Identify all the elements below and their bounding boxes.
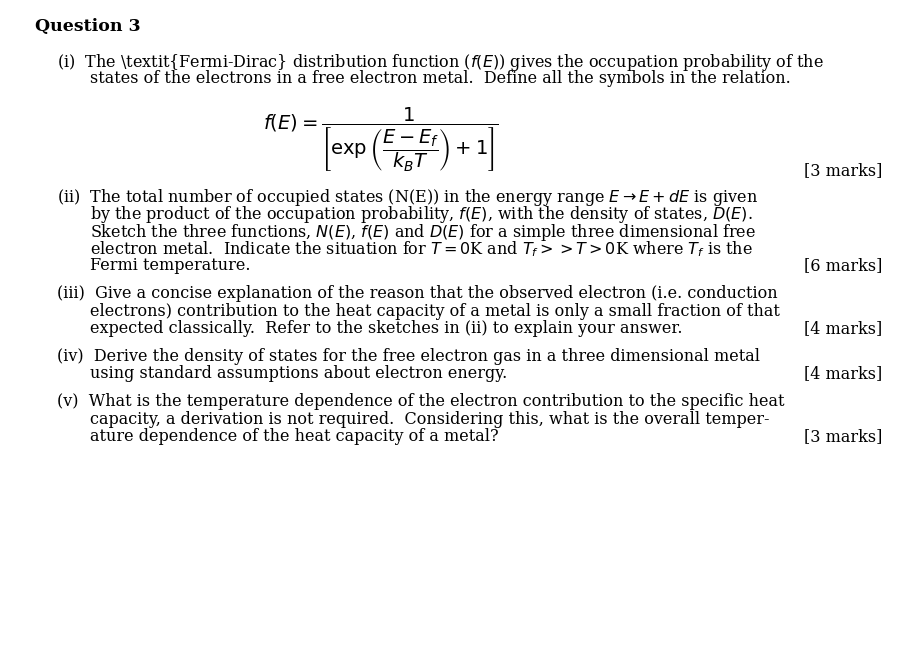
Text: [4 marks]: [4 marks] <box>804 320 882 337</box>
Text: ature dependence of the heat capacity of a metal?: ature dependence of the heat capacity of… <box>90 428 499 445</box>
Text: by the product of the occupation probability, $f(E)$, with the density of states: by the product of the occupation probabi… <box>90 204 753 225</box>
Text: electrons) contribution to the heat capacity of a metal is only a small fraction: electrons) contribution to the heat capa… <box>90 303 779 320</box>
Text: Sketch the three functions, $N(E)$, $f(E)$ and $D(E)$ for a simple three dimensi: Sketch the three functions, $N(E)$, $f(E… <box>90 222 756 243</box>
Text: (v)  What is the temperature dependence of the electron contribution to the spec: (v) What is the temperature dependence o… <box>57 393 784 410</box>
Text: expected classically.  Refer to the sketches in (ii) to explain your answer.: expected classically. Refer to the sketc… <box>90 320 682 337</box>
Text: Question 3: Question 3 <box>35 18 140 35</box>
Text: (ii)  The total number of occupied states (N(E)) in the energy range $E \rightar: (ii) The total number of occupied states… <box>57 187 757 208</box>
Text: (iii)  Give a concise explanation of the reason that the observed electron (i.e.: (iii) Give a concise explanation of the … <box>57 285 778 302</box>
Text: using standard assumptions about electron energy.: using standard assumptions about electro… <box>90 365 507 383</box>
Text: capacity, a derivation is not required.  Considering this, what is the overall t: capacity, a derivation is not required. … <box>90 411 769 428</box>
Text: electron metal.  Indicate the situation for $T = 0$K and $T_f >> T > 0$K where $: electron metal. Indicate the situation f… <box>90 240 753 259</box>
Text: [3 marks]: [3 marks] <box>804 162 882 179</box>
Text: (i)  The \textit{Fermi-Dirac} distribution function ($f(E)$) gives the occupatio: (i) The \textit{Fermi-Dirac} distributio… <box>57 52 823 73</box>
Text: (iv)  Derive the density of states for the free electron gas in a three dimensio: (iv) Derive the density of states for th… <box>57 348 760 365</box>
Text: [3 marks]: [3 marks] <box>804 428 882 445</box>
Text: [6 marks]: [6 marks] <box>804 257 882 274</box>
Text: Fermi temperature.: Fermi temperature. <box>90 257 250 274</box>
Text: $f(E) = \dfrac{1}{\left[\exp\left(\dfrac{E-E_f}{k_BT}\right)+1\right]}$: $f(E) = \dfrac{1}{\left[\exp\left(\dfrac… <box>263 106 498 174</box>
Text: [4 marks]: [4 marks] <box>804 365 882 383</box>
Text: states of the electrons in a free electron metal.  Define all the symbols in the: states of the electrons in a free electr… <box>90 70 790 87</box>
